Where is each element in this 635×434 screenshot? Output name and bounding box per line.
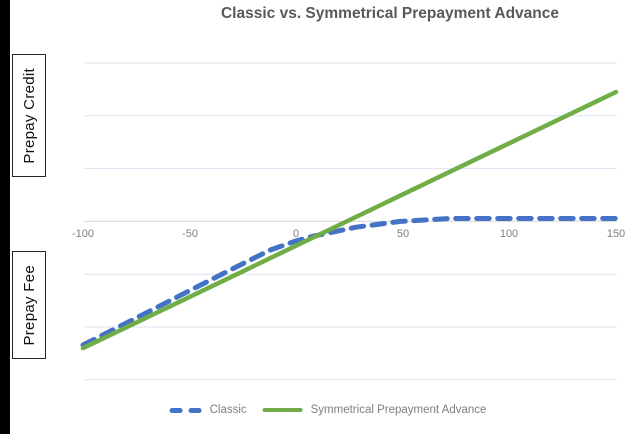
x-tick-label: -50: [182, 228, 198, 240]
y-region-box-prepay-credit: Prepay Credit: [12, 54, 46, 177]
chart-title: Classic vs. Symmetrical Prepayment Advan…: [220, 5, 560, 22]
legend: Classic Symmetrical Prepayment Advance: [169, 404, 487, 416]
symmetrical-line-sample: [262, 407, 303, 413]
x-tick-label: 0: [292, 228, 300, 240]
legend-item-symmetrical: Symmetrical Prepayment Advance: [262, 404, 487, 416]
x-tick-label: 100: [499, 228, 519, 240]
legend-item-classic: Classic: [169, 404, 247, 416]
left-border-bar: [0, 0, 10, 434]
legend-label-classic: Classic: [209, 404, 247, 416]
classic-dash-sample: [169, 407, 202, 413]
x-tick-label: 150: [606, 228, 626, 240]
legend-label-symmetrical: Symmetrical Prepayment Advance: [310, 404, 487, 416]
classic-series-line: [80, 216, 619, 348]
x-tick-label: 50: [396, 228, 410, 240]
y-region-box-prepay-fee: Prepay Fee: [12, 251, 46, 359]
symmetrical-series-line: [80, 89, 619, 351]
x-tick-label: -100: [71, 228, 95, 240]
